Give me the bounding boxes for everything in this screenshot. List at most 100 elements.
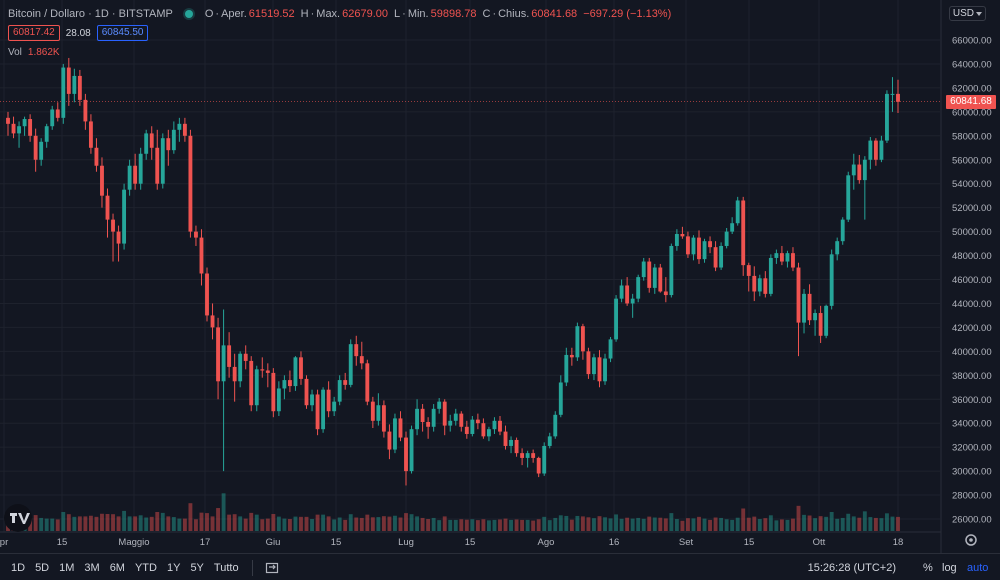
price-tick-label: 30000.00	[952, 467, 992, 478]
candle-body	[846, 175, 851, 220]
candle-body	[547, 436, 552, 446]
candle-body	[332, 401, 337, 412]
volume-bar	[597, 516, 602, 531]
volume-bar	[348, 514, 353, 531]
volume-bar	[243, 518, 248, 531]
range-5d-button[interactable]: 5D	[35, 561, 50, 574]
volume-bar	[542, 516, 547, 531]
price-tick-label: 44000.00	[952, 299, 992, 310]
candle-body	[105, 195, 110, 220]
candle-body	[481, 423, 486, 437]
range-1y-button[interactable]: 1Y	[166, 561, 181, 574]
currency-selector[interactable]: USD	[948, 6, 986, 21]
volume-bar	[122, 510, 127, 531]
volume-bar	[398, 517, 403, 531]
candle-body	[171, 129, 176, 151]
symbol-title[interactable]: Bitcoin / Dollaro · 1D · BITSTAMP	[8, 8, 173, 20]
volume-bar	[824, 516, 829, 531]
candle-body	[216, 327, 220, 382]
candle-body	[824, 305, 829, 336]
range-ytd-button[interactable]: YTD	[134, 561, 157, 574]
candle-body	[404, 437, 408, 472]
volume-bar	[829, 512, 834, 531]
buy-button[interactable]: 60845.50	[96, 25, 149, 41]
candle-body	[426, 422, 431, 427]
volume-bar	[514, 519, 519, 531]
volume-bar	[83, 516, 88, 531]
volume-bar	[686, 518, 690, 531]
log-toggle[interactable]: log	[942, 561, 957, 574]
candle-body	[299, 357, 303, 379]
candle-body	[271, 372, 276, 412]
compare-icon[interactable]	[265, 561, 279, 575]
percent-toggle[interactable]: %	[923, 561, 933, 574]
candle-body	[680, 233, 685, 237]
candles	[6, 57, 900, 486]
low-text: Min.	[407, 8, 429, 20]
candle-body	[77, 75, 82, 100]
open-label: O	[204, 8, 214, 20]
candle-body	[719, 245, 724, 268]
candle-body	[39, 141, 44, 160]
candle-body	[486, 429, 491, 437]
volume-bar	[376, 517, 381, 531]
gear-icon[interactable]	[965, 534, 977, 546]
volume-bar	[536, 519, 541, 531]
volume-bar	[453, 519, 458, 531]
candle-body	[365, 363, 370, 402]
volume-bar	[459, 519, 464, 531]
volume-bar	[61, 512, 66, 531]
time-tick-label: Giu	[266, 537, 281, 548]
last-price-tag: 60841.68	[946, 95, 996, 109]
price-tick-label: 34000.00	[952, 419, 992, 430]
range-all-button[interactable]: Tutto	[213, 561, 239, 574]
range-1m-button[interactable]: 1M	[59, 561, 75, 574]
range-1d-button[interactable]: 1D	[11, 561, 26, 574]
range-6m-button[interactable]: 6M	[109, 561, 125, 574]
volume-bar	[271, 513, 276, 531]
volume-bar	[299, 516, 303, 531]
clock-timezone[interactable]: 15:26:28 (UTC+2)	[807, 561, 896, 574]
candle-body	[282, 380, 287, 389]
volume-bar	[470, 519, 475, 531]
volume-bar	[260, 519, 265, 531]
candle-body	[160, 138, 165, 184]
volume-bar	[840, 517, 845, 531]
candle-body	[33, 135, 38, 160]
sell-button[interactable]: 60817.42	[8, 25, 60, 41]
volume-bar	[171, 517, 176, 531]
candle-body	[647, 261, 652, 288]
price-tick-label: 56000.00	[952, 155, 992, 166]
candle-body	[658, 267, 663, 292]
price-axis[interactable]: 66000.00 64000.00 62000.00 60000.00 58000.00…	[940, 0, 992, 553]
volume-bar	[437, 520, 442, 531]
volume-bar	[813, 518, 818, 531]
candle-body	[66, 67, 71, 94]
candle-body	[28, 119, 33, 136]
candle-body	[194, 231, 198, 238]
volume-legend: Vol 1.862K	[8, 47, 60, 58]
volume-bar	[232, 514, 237, 531]
candle-body	[22, 119, 27, 127]
candle-body	[774, 253, 779, 258]
range-3m-button[interactable]: 3M	[84, 561, 100, 574]
candle-body	[580, 326, 585, 352]
auto-toggle[interactable]: auto	[967, 561, 989, 574]
volume-bar	[337, 517, 342, 531]
time-axis[interactable]: pr 15 Maggio 17 Giu 15 Lug 15 Ago 16 Set 15 Ott 18	[0, 531, 941, 548]
candle-body	[840, 219, 845, 242]
candle-body	[122, 189, 127, 244]
volume-bar	[370, 517, 375, 531]
candle-body	[315, 394, 320, 430]
candle-body	[232, 366, 237, 382]
volume-bar	[39, 517, 44, 531]
volume-bar	[746, 517, 751, 531]
volume-bar	[310, 519, 314, 531]
price-tick-label: 46000.00	[952, 275, 992, 286]
candle-body	[625, 285, 630, 304]
time-tick-label: Lug	[398, 537, 414, 548]
range-5y-button[interactable]: 5Y	[190, 561, 204, 574]
candle-body	[238, 353, 243, 382]
tradingview-logo-icon[interactable]	[4, 504, 32, 532]
